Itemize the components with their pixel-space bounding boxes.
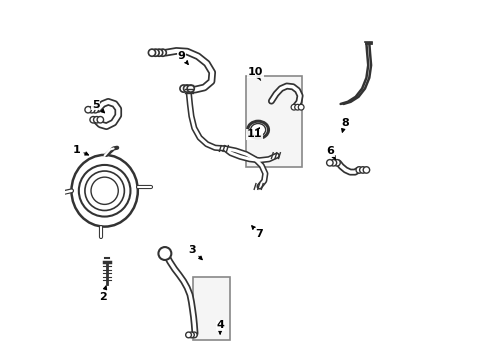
Text: 3: 3: [188, 245, 202, 260]
Circle shape: [88, 107, 95, 113]
Circle shape: [333, 159, 340, 166]
Text: 4: 4: [216, 320, 224, 334]
Text: 10: 10: [247, 67, 263, 80]
Circle shape: [355, 167, 362, 173]
Circle shape: [188, 332, 194, 338]
Circle shape: [326, 159, 332, 166]
Circle shape: [158, 247, 171, 260]
Ellipse shape: [71, 155, 138, 226]
Circle shape: [359, 167, 366, 173]
Circle shape: [92, 107, 99, 113]
Text: 8: 8: [340, 118, 348, 132]
Text: 5: 5: [92, 100, 104, 113]
Circle shape: [183, 85, 190, 92]
Circle shape: [294, 104, 300, 110]
Circle shape: [185, 332, 191, 338]
Text: 11: 11: [246, 128, 262, 139]
Circle shape: [148, 49, 155, 56]
Text: 1: 1: [73, 144, 88, 155]
Circle shape: [191, 332, 197, 338]
Circle shape: [329, 159, 336, 166]
Circle shape: [85, 107, 91, 113]
Bar: [192, 277, 230, 339]
Circle shape: [155, 49, 163, 56]
Circle shape: [152, 49, 159, 56]
Text: 9: 9: [178, 51, 188, 64]
Circle shape: [93, 117, 100, 123]
Text: 7: 7: [251, 226, 262, 239]
Text: 2: 2: [99, 286, 106, 302]
Circle shape: [187, 85, 194, 92]
Circle shape: [298, 104, 304, 110]
Circle shape: [159, 49, 166, 56]
Circle shape: [290, 104, 296, 110]
Bar: [246, 76, 301, 167]
Text: 6: 6: [326, 146, 335, 159]
Circle shape: [180, 85, 187, 92]
Circle shape: [363, 167, 369, 173]
Ellipse shape: [250, 123, 265, 136]
Circle shape: [97, 117, 103, 123]
Circle shape: [90, 117, 96, 123]
